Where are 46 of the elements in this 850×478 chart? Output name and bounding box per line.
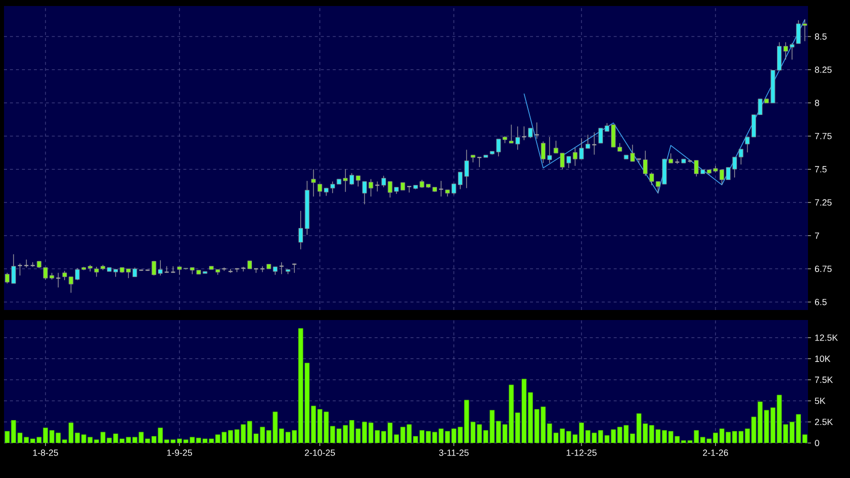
candlestick — [438, 180, 444, 197]
x-tick-label: 1-9-25 — [167, 450, 192, 456]
y-tick-label: 10K — [815, 356, 830, 362]
candlestick — [470, 154, 476, 163]
y-tick-label: 7 — [814, 232, 820, 239]
candlestick — [528, 128, 533, 138]
candlestick — [515, 126, 520, 150]
candlestick — [726, 167, 731, 180]
x-tick-label: 2-10-25 — [304, 450, 335, 456]
candlestick — [534, 122, 540, 140]
candlestick — [643, 150, 648, 176]
y-tick-label: 6.5 — [814, 298, 827, 306]
candlestick — [464, 149, 469, 188]
candlestick — [374, 181, 380, 192]
x-tick-label: 2-1-26 — [702, 450, 728, 456]
candlestick — [170, 266, 176, 274]
candlestick — [278, 262, 284, 275]
candlestick — [56, 272, 61, 288]
y-tick-label: 7.25 — [814, 199, 832, 206]
candlestick — [509, 124, 514, 144]
candlestick — [521, 126, 527, 140]
y-tick-label: 2.5K — [814, 418, 833, 426]
candlestick — [318, 184, 322, 197]
x-tick-label: 3-11-25 — [439, 450, 469, 456]
y-tick-label: 7.5 — [814, 166, 827, 172]
candlestick — [694, 160, 699, 177]
candlestick — [253, 268, 259, 274]
y-tick-label: 5K — [814, 398, 826, 404]
y-tick-label: 6.75 — [814, 266, 832, 272]
y-tick-label: 8.25 — [814, 66, 832, 73]
y-tick-label: 0 — [814, 440, 820, 446]
candlestick — [458, 172, 463, 190]
candlestick — [356, 175, 360, 187]
candlestick — [234, 268, 240, 273]
candlestick — [592, 132, 597, 156]
x-tick-label: 1-12-25 — [566, 450, 597, 456]
line-series — [524, 19, 806, 194]
y-tick-label: 12.5K — [815, 334, 838, 341]
y-tick-label: 7.5K — [814, 376, 833, 383]
candlestick — [260, 266, 266, 273]
candlestick — [292, 263, 297, 274]
x-tick-label: 1-8-25 — [33, 450, 58, 456]
y-tick-label: 7.75 — [814, 132, 832, 140]
candlestick — [311, 168, 316, 197]
y-tick-label: 8 — [814, 100, 820, 106]
y-tick-label: 8.5 — [814, 33, 827, 40]
